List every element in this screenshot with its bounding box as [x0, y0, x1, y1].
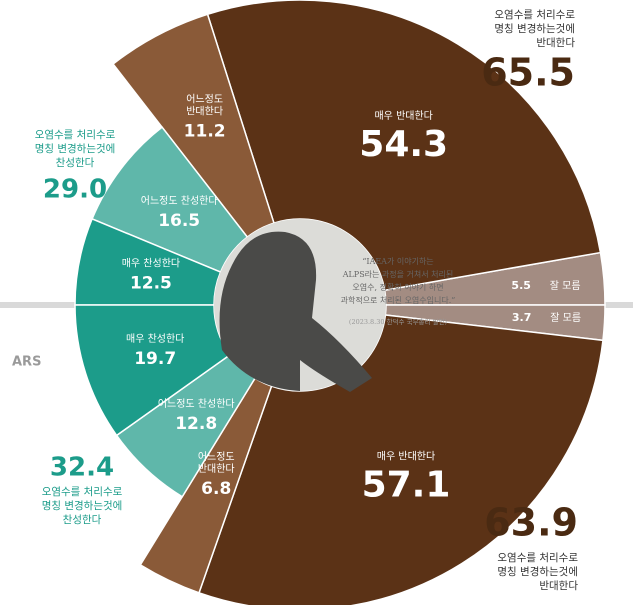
summary-text: 찬성한다	[56, 157, 95, 169]
category-label: 매우 찬성한다	[126, 333, 184, 345]
summary-text: 명칭 변경하는것에	[42, 499, 123, 512]
summary-text: 오염수를 처리수로	[494, 9, 575, 21]
summary-text: 명칭 변경하는것에	[497, 565, 578, 578]
category-label: 잘 모름	[550, 280, 581, 292]
value-label: 54.3	[359, 124, 448, 165]
quote-text: 과학적으로 처리된 오염수입니다.”	[341, 295, 456, 305]
photo-placeholder	[219, 231, 372, 392]
category-label: 어느정도	[198, 451, 235, 463]
quote-text: ALPS라는 과정을 거쳐서 처리된	[342, 269, 454, 279]
category-label: 어느정도 찬성한다	[141, 195, 218, 207]
category-label: 잘 모름	[550, 312, 581, 324]
value-label: 11.2	[184, 122, 226, 142]
category-label: 매우 반대한다	[374, 110, 432, 122]
value-label: 3.7	[512, 311, 532, 324]
summary-text: 찬성한다	[63, 514, 102, 526]
category-label: 반대한다	[186, 106, 223, 118]
summary-value: 29.0	[43, 175, 107, 205]
summary-text: 반대한다	[539, 580, 578, 592]
value-label: 12.8	[175, 414, 217, 434]
summary-value: 65.5	[481, 51, 575, 95]
category-label: 반대한다	[198, 463, 235, 475]
summary-text: 오염수를 처리수로	[42, 486, 123, 498]
category-label: 어느정도 찬성한다	[158, 398, 235, 410]
category-label: 매우 찬성한다	[122, 257, 180, 269]
summary-value: 32.4	[50, 453, 114, 483]
value-label: 57.1	[362, 465, 451, 506]
value-label: 6.8	[201, 479, 231, 499]
summary-text: 반대한다	[536, 37, 575, 49]
summary-value: 63.9	[484, 501, 578, 545]
quote-text: 오염수, 정확히 이야기 하면	[352, 282, 443, 292]
category-label: 매우 반대한다	[377, 451, 435, 463]
survey-label: ARS	[12, 355, 41, 370]
category-label: 어느정도	[186, 94, 223, 106]
summary-text: 오염수를 처리수로	[497, 552, 578, 564]
summary-text: 명칭 변경하는것에	[35, 142, 116, 155]
quote-text: “IAEA가 이야기하는	[362, 256, 433, 266]
value-label: 12.5	[130, 273, 172, 293]
value-label: 5.5	[511, 279, 531, 292]
value-label: 16.5	[158, 211, 200, 231]
summary-text: 오염수를 처리수로	[35, 129, 116, 141]
summary-text: 명칭 변경하는것에	[494, 22, 575, 35]
value-label: 19.7	[134, 349, 176, 369]
quote-source: (2023.8.30 한덕수 국무총리 발언)	[349, 317, 448, 326]
